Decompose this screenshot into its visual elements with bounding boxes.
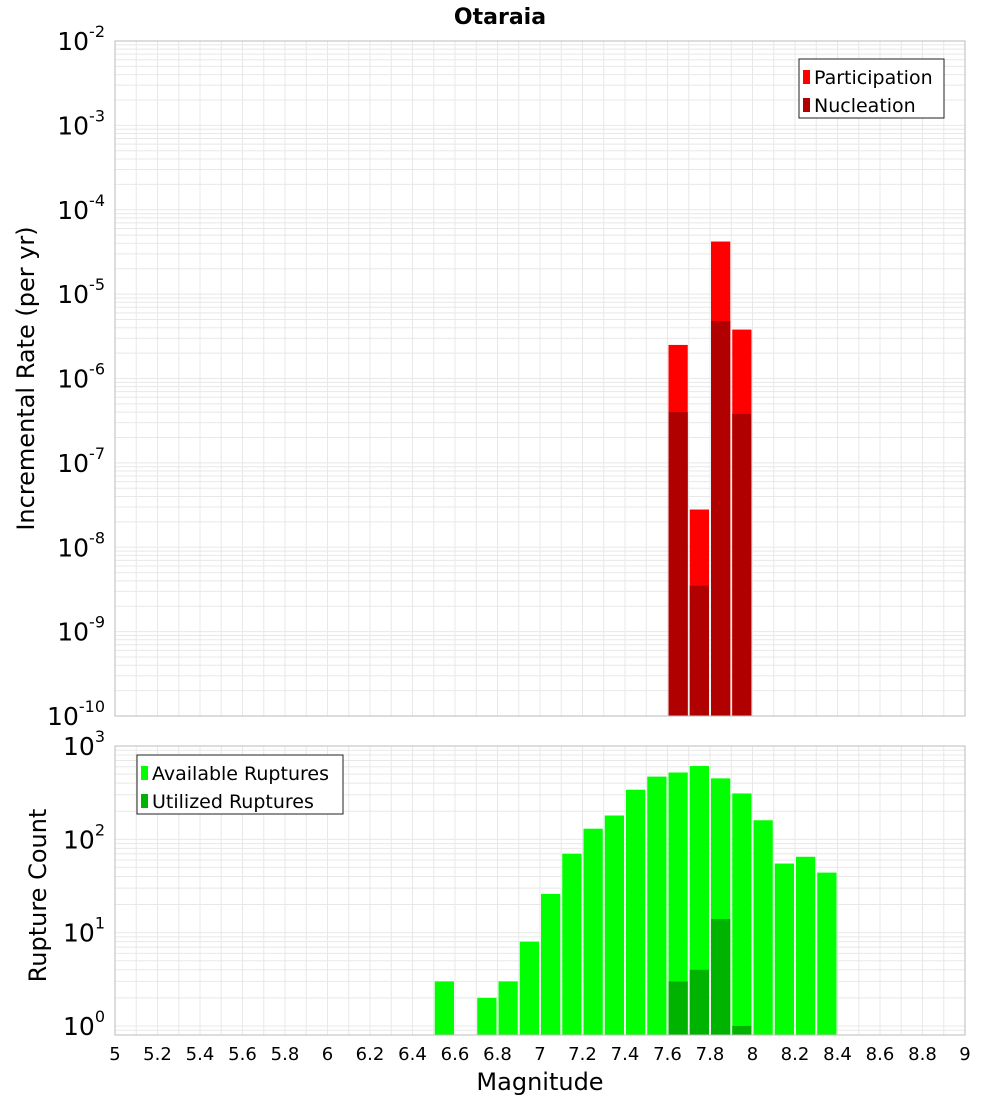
x-axis-label: Magnitude: [476, 1068, 603, 1096]
bar-nucleation: [732, 413, 752, 716]
y-tick-label: 10-3: [57, 106, 105, 140]
bottom-plot-frame: [114, 745, 966, 1036]
x-tick-label: 6.4: [398, 1044, 427, 1065]
y-tick-label: 10-8: [57, 528, 105, 562]
bar-available-ruptures: [753, 820, 773, 1035]
bar-available-ruptures: [668, 772, 688, 1035]
bottom-y-axis-label: Rupture Count: [24, 809, 52, 983]
bar-available-ruptures: [498, 981, 518, 1035]
bar-nucleation: [711, 321, 731, 716]
bar-available-ruptures: [434, 981, 454, 1035]
bar-utilized-ruptures: [711, 919, 731, 1035]
bottom-bars: [434, 766, 837, 1035]
chart-title: Otaraia: [454, 5, 546, 30]
x-tick-labels: 5 5.2 5.4 5.6 5.8 6 6.2 6.4 6.6 6.8 7 7.2 7.4 7.6 7.8 8…: [109, 1044, 970, 1065]
bar-available-ruptures: [689, 766, 709, 1035]
x-tick-label: 8.2: [781, 1044, 810, 1065]
bar-available-ruptures: [604, 815, 624, 1035]
legend-swatch: [141, 766, 148, 780]
y-tick-label: 103: [63, 727, 105, 761]
x-tick-label: 8: [747, 1044, 758, 1065]
bar-available-ruptures: [562, 853, 582, 1035]
top-rate-panel: 10-2 10-3 10-4 10-5 10-6 10-7 10-8 10-9 10-10 In…: [12, 22, 966, 731]
bar-available-ruptures: [541, 893, 561, 1035]
top-grid: [114, 40, 966, 717]
top-y-axis-label: Incremental Rate (per yr): [12, 226, 40, 530]
bar-available-ruptures: [519, 941, 539, 1035]
x-tick-label: 7.4: [611, 1044, 640, 1065]
legend-box: [798, 58, 945, 119]
x-tick-label: 8.6: [866, 1044, 895, 1065]
bar-available-ruptures: [647, 776, 667, 1035]
bar-available-ruptures: [774, 863, 794, 1035]
bar-available-ruptures: [583, 828, 603, 1035]
bar-nucleation: [689, 585, 709, 716]
y-tick-label: 10-10: [47, 697, 105, 731]
x-tick-label: 7.6: [653, 1044, 682, 1065]
top-legend: Participation Nucleation: [798, 58, 945, 119]
legend-label: Participation: [814, 67, 933, 89]
y-tick-label: 10-5: [57, 275, 105, 309]
legend-label: Available Ruptures: [152, 763, 329, 785]
x-tick-label: 5.6: [228, 1044, 257, 1065]
y-tick-label: 10-6: [57, 360, 105, 394]
y-tick-label: 101: [63, 914, 105, 948]
bottom-y-tick-labels: 103 102 101 100: [63, 727, 105, 1041]
x-tick-label: 5.4: [186, 1044, 215, 1065]
y-tick-label: 10-2: [57, 22, 105, 56]
x-tick-label: 7: [534, 1044, 545, 1065]
x-tick-label: 5.8: [271, 1044, 300, 1065]
y-tick-label: 10-7: [57, 444, 105, 478]
x-tick-label: 6.6: [441, 1044, 470, 1065]
bar-available-ruptures: [796, 856, 816, 1035]
bar-utilized-ruptures: [689, 969, 709, 1035]
top-bars: [668, 241, 752, 717]
x-tick-label: 5: [109, 1044, 120, 1065]
legend-swatch: [803, 70, 810, 84]
bar-available-ruptures: [626, 789, 646, 1035]
x-tick-label: 6.2: [356, 1044, 385, 1065]
x-tick-label: 5.2: [143, 1044, 172, 1065]
legend-label: Nucleation: [814, 95, 916, 117]
bar-available-ruptures: [817, 872, 837, 1035]
y-tick-label: 102: [63, 820, 105, 854]
bottom-legend: Available Ruptures Utilized Ruptures: [136, 754, 344, 815]
bar-available-ruptures: [732, 793, 752, 1035]
x-tick-label: 9: [959, 1044, 970, 1065]
x-tick-label: 7.8: [696, 1044, 725, 1065]
x-tick-label: 6.8: [483, 1044, 512, 1065]
bar-utilized-ruptures: [732, 1025, 752, 1035]
bar-utilized-ruptures: [668, 981, 688, 1035]
bar-available-ruptures: [477, 997, 497, 1035]
top-y-tick-labels: 10-2 10-3 10-4 10-5 10-6 10-7 10-8 10-9 10-10: [47, 22, 105, 731]
y-tick-label: 10-9: [57, 613, 105, 647]
y-tick-label: 10-4: [57, 191, 105, 225]
legend-swatch: [141, 794, 148, 808]
bottom-count-panel: 103 102 101 100 Rupture Count 5 5.2 5.4 5.6 5.8…: [24, 727, 971, 1096]
x-tick-label: 8.8: [908, 1044, 937, 1065]
y-tick-label: 100: [63, 1007, 105, 1041]
legend-swatch: [803, 98, 810, 112]
x-tick-label: 6: [322, 1044, 333, 1065]
top-plot-frame: [114, 40, 966, 717]
bar-nucleation: [668, 412, 688, 716]
x-tick-label: 7.2: [568, 1044, 597, 1065]
x-tick-label: 8.4: [823, 1044, 852, 1065]
legend-box: [136, 754, 344, 815]
legend-label: Utilized Ruptures: [152, 791, 314, 813]
